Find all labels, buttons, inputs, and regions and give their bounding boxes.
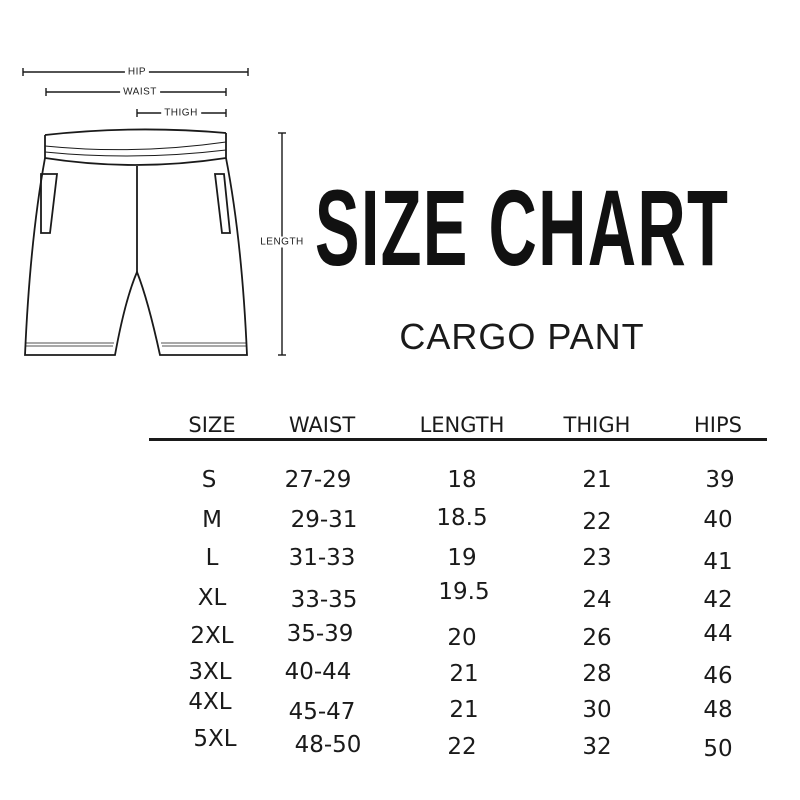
cell-length: 21 [449,697,479,723]
cell-waist: 33-35 [290,587,358,613]
cell-hips: 40 [703,507,733,533]
cell-size: M [202,507,222,533]
cell-thigh: 26 [582,625,612,651]
cell-length: 19.5 [438,579,490,605]
cell-length: 20 [447,625,477,651]
cell-length: 22 [447,734,477,760]
cell-size: 4XL [188,689,232,715]
cell-length: 19 [447,545,477,571]
cell-waist: 27-29 [284,467,352,493]
cell-hips: 42 [703,587,733,613]
header-divider [149,438,767,441]
cell-hips: 41 [703,549,733,575]
cell-size: 3XL [188,659,232,685]
page-title: SIZE CHART [314,167,730,288]
cell-waist: 29-31 [290,507,358,533]
page-subtitle: CARGO PANT [399,316,645,357]
cell-size: XL [197,585,227,611]
cell-size: 5XL [193,726,237,752]
cell-waist: 40-44 [284,659,352,685]
cell-hips: 46 [703,663,733,689]
length-label: LENGTH [257,236,307,248]
cell-waist: 31-33 [288,545,356,571]
column-header-size: SIZE [188,413,236,437]
cell-size: S [201,467,217,493]
cell-waist: 45-47 [288,699,356,725]
cell-thigh: 32 [582,734,612,760]
cell-size: 2XL [190,623,234,649]
column-header-hips: HIPS [694,413,742,437]
cell-thigh: 30 [582,697,612,723]
cell-hips: 48 [703,697,733,723]
hip-label: HIP [124,66,150,78]
shorts-diagram [22,68,286,356]
cell-thigh: 28 [582,661,612,687]
cell-length: 18 [447,467,477,493]
cell-thigh: 22 [582,509,612,535]
cell-hips: 44 [703,621,733,647]
cell-length: 18.5 [436,505,488,531]
cell-thigh: 24 [582,587,612,613]
cell-length: 21 [449,661,479,687]
cell-thigh: 21 [582,467,612,493]
cell-waist: 35-39 [286,621,354,647]
cell-hips: 39 [705,467,735,493]
shorts-outline [24,128,248,356]
cell-hips: 50 [703,736,733,762]
cell-waist: 48-50 [294,732,362,758]
column-header-thigh: THIGH [563,413,631,437]
cell-size: L [205,545,219,571]
column-header-waist: WAIST [288,413,356,437]
cell-thigh: 23 [582,545,612,571]
thigh-label: THIGH [161,107,201,119]
column-header-length: LENGTH [419,413,505,437]
waist-label: WAIST [120,86,160,98]
